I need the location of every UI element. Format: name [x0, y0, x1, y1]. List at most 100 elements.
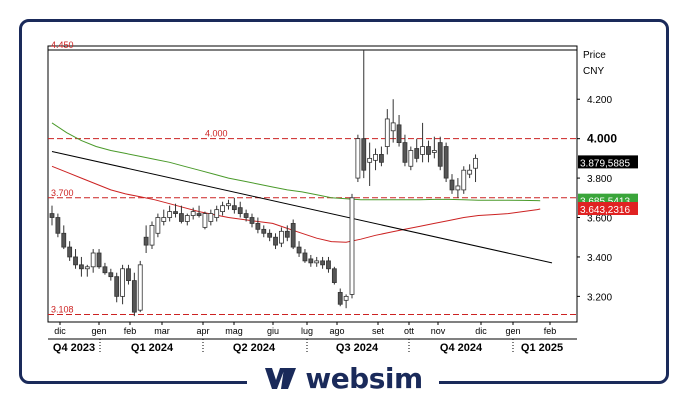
level-label-1: 4.000	[205, 129, 228, 139]
candle-body-15	[137, 264, 143, 311]
candle-body-17	[149, 224, 155, 246]
candle-body-52	[355, 138, 361, 179]
month-label-9: set	[372, 326, 385, 336]
ytick-label-3: 3.800	[587, 174, 612, 185]
candle-body-67	[443, 146, 449, 179]
month-label-6: giu	[267, 326, 279, 336]
plot-border	[47, 45, 578, 323]
currency-axis-title: CNY	[583, 66, 604, 77]
candle-body-57	[384, 118, 390, 147]
candle-body-64	[426, 146, 431, 155]
month-label-14: feb	[544, 326, 557, 336]
candle-body-30	[226, 203, 231, 207]
candle-body-54	[367, 157, 373, 163]
candle-body-37	[267, 232, 273, 238]
candle-body-71	[467, 169, 473, 175]
candle-body-9	[102, 266, 108, 274]
ytick-label-5: 4.200	[587, 95, 612, 106]
month-label-7: lug	[301, 326, 313, 336]
month-label-3: mar	[154, 326, 170, 336]
month-label-2: feb	[124, 326, 137, 336]
candle-body-2	[61, 232, 67, 248]
price-tag-bg-0	[578, 155, 638, 169]
month-label-0: dic	[54, 326, 66, 336]
candle-body-41	[290, 223, 296, 248]
candle-body-45	[314, 260, 320, 264]
month-label-1: gen	[91, 326, 106, 336]
level-label-3: 3.108	[51, 305, 74, 315]
candle-body-53	[361, 138, 367, 171]
chart-axes	[47, 45, 578, 340]
candle-body-49	[337, 292, 343, 305]
candle-body-62	[414, 148, 420, 159]
candle-body-0	[49, 213, 55, 218]
candle-body-51	[349, 197, 355, 295]
quarter-label-5: Q1 2025	[521, 342, 563, 354]
month-label-4: apr	[196, 326, 209, 336]
quarter-label-0: Q4 2023	[53, 342, 95, 354]
candle-body-7	[90, 252, 96, 268]
candle-body-63	[420, 146, 425, 155]
ytick-label-4: 4.000	[587, 132, 617, 146]
month-label-12: dic	[475, 326, 487, 336]
horizontal-levels: 4.450 4.000 3.700 3.108	[48, 40, 577, 316]
quarter-label-4: Q4 2024	[440, 342, 483, 354]
month-label-11: nov	[431, 326, 446, 336]
chart-frame	[19, 19, 669, 384]
candle-body-23	[184, 215, 190, 222]
candle-body-55	[373, 154, 378, 161]
candle-body-3	[67, 246, 73, 258]
candle-body-32	[237, 207, 243, 214]
month-label-8: ago	[329, 326, 344, 336]
candle-body-10	[108, 272, 114, 278]
month-label-5: mag	[225, 326, 243, 336]
candle-body-26	[202, 213, 208, 228]
level-label-2: 3.700	[51, 188, 74, 198]
candle-body-34	[249, 217, 255, 224]
price-tag-label-2: 3.643,2316	[580, 205, 630, 216]
candle-body-65	[431, 150, 437, 153]
month-label-13: gen	[505, 326, 520, 336]
candle-body-24	[190, 211, 196, 216]
indicator-lines	[51, 122, 553, 264]
candle-body-44	[308, 258, 314, 264]
candle-body-18	[155, 217, 161, 234]
candle-body-66	[437, 142, 443, 167]
candle-body-50	[343, 295, 349, 301]
candle-body-58	[390, 122, 396, 132]
candle-body-43	[302, 252, 308, 262]
quarter-label-3: Q3 2024	[336, 342, 379, 354]
candle-body-27	[208, 213, 214, 222]
ytick-label-2: 3.600	[587, 214, 612, 225]
quarter-label-2: Q2 2024	[233, 342, 276, 354]
candle-body-8	[96, 252, 102, 268]
candle-body-11	[114, 276, 120, 297]
candle-body-21	[173, 211, 178, 214]
candle-body-1	[55, 217, 61, 234]
candle-body-29	[220, 205, 225, 213]
candle-body-69	[455, 185, 461, 191]
candle-body-19	[161, 217, 167, 222]
candles	[49, 49, 478, 317]
series-line-0	[51, 122, 541, 202]
candle-body-39	[279, 230, 284, 244]
series-line-2	[51, 151, 553, 264]
candle-body-46	[320, 260, 325, 266]
candle-body-13	[126, 268, 131, 281]
price-tag-label-0: 3.879,5885	[580, 158, 630, 169]
ytick-label-0: 3.200	[587, 292, 612, 303]
candle-body-60	[402, 142, 408, 163]
candle-body-5	[79, 264, 84, 270]
candle-body-36	[261, 228, 267, 234]
candle-body-22	[179, 213, 184, 222]
candle-body-38	[273, 236, 278, 246]
level-label-0: 4.450	[51, 40, 74, 50]
quarter-label-1: Q1 2024	[131, 342, 174, 354]
candle-body-47	[326, 260, 331, 270]
candle-body-28	[214, 209, 220, 218]
candle-body-16	[143, 236, 149, 246]
candle-body-14	[131, 280, 137, 313]
candle-body-33	[243, 213, 249, 218]
